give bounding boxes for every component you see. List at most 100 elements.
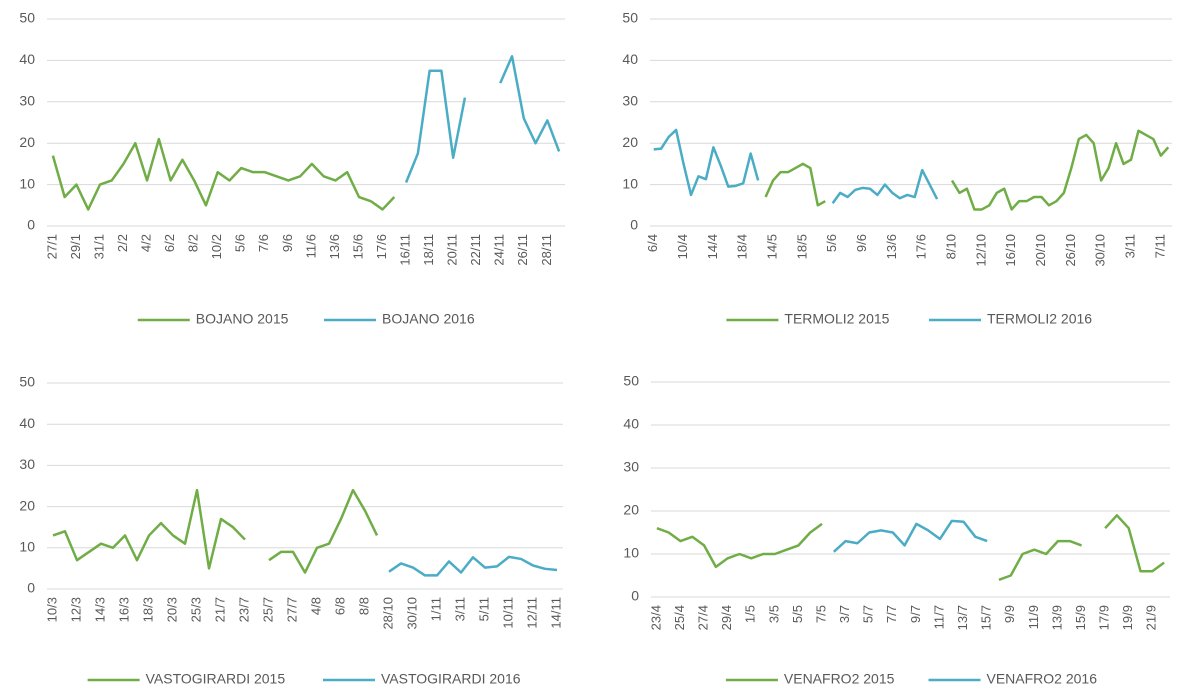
- data-line: [388, 555, 558, 577]
- x-tick-label: 4/8: [308, 597, 323, 615]
- x-tick-label: 9/6: [280, 234, 295, 252]
- data-line: [268, 488, 379, 574]
- x-tick-label: 28/10: [380, 597, 395, 630]
- x-tick-label: 5/6: [233, 234, 248, 252]
- data-line: [52, 488, 246, 570]
- y-tick-label: 30: [622, 93, 638, 109]
- x-tick-label: 11/7: [931, 605, 946, 629]
- y-tick-label: 50: [19, 10, 35, 26]
- data-line: [404, 69, 467, 184]
- y-tick-label: 0: [27, 217, 35, 233]
- x-tick-label: 7/5: [813, 605, 828, 623]
- x-tick-label: 26/11: [515, 234, 530, 266]
- x-tick-label: 14/4: [705, 234, 720, 259]
- x-tick-label: 7/11: [1152, 234, 1167, 258]
- legend-label: VENAFRO2 2015: [784, 671, 895, 687]
- x-tick-label: 10/3: [44, 597, 59, 622]
- data-line: [656, 522, 823, 569]
- x-tick-label: 27/4: [696, 605, 711, 630]
- x-tick-label: 5/11: [476, 597, 491, 621]
- x-tick-label: 4/2: [139, 234, 154, 252]
- x-tick-label: 16/10: [1003, 234, 1018, 267]
- x-tick-label: 5/5: [790, 605, 805, 623]
- legend-label: BOJANO 2015: [196, 311, 289, 327]
- y-tick-label: 30: [623, 459, 639, 475]
- x-tick-label: 5/7: [861, 605, 876, 623]
- x-tick-label: 25/3: [188, 597, 203, 622]
- y-tick-label: 40: [622, 51, 638, 67]
- y-tick-label: 20: [622, 134, 638, 150]
- x-tick-label: 5/6: [824, 234, 839, 252]
- x-tick-label: 6/4: [645, 234, 660, 252]
- legend-label: VASTOGIRARDI 2016: [381, 671, 521, 687]
- x-tick-label: 29/1: [68, 234, 83, 259]
- data-line: [51, 137, 396, 211]
- x-tick-label: 25/7: [260, 597, 275, 622]
- data-line: [499, 55, 561, 152]
- x-tick-label: 1/5: [743, 605, 758, 623]
- x-tick-label: 29/4: [719, 605, 734, 630]
- x-tick-label: 18/4: [735, 234, 750, 259]
- y-tick-label: 10: [622, 175, 638, 191]
- data-line: [950, 129, 1170, 211]
- data-line: [998, 539, 1082, 581]
- x-tick-label: 8/10: [943, 234, 958, 259]
- y-tick-label: 20: [19, 134, 35, 150]
- x-tick-label: 20/3: [164, 597, 179, 622]
- x-tick-label: 18/3: [140, 597, 155, 622]
- x-tick-label: 18/5: [794, 234, 809, 259]
- x-tick-label: 27/7: [284, 597, 299, 622]
- x-tick-label: 10/4: [675, 234, 690, 259]
- x-tick-label: 9/6: [854, 234, 869, 252]
- x-tick-label: 7/6: [256, 234, 271, 252]
- x-tick-label: 12/11: [524, 597, 539, 629]
- x-tick-label: 13/6: [884, 234, 899, 259]
- x-tick-label: 8/8: [356, 597, 371, 615]
- x-tick-label: 19/9: [1120, 605, 1135, 630]
- y-tick-label: 20: [623, 502, 639, 518]
- x-tick-label: 7/7: [884, 605, 899, 623]
- legend-label: VENAFRO2 2016: [987, 671, 1098, 687]
- data-line: [831, 168, 939, 204]
- data-line: [832, 519, 988, 553]
- x-tick-label: 6/8: [332, 597, 347, 615]
- x-tick-label: 6/2: [162, 234, 177, 252]
- x-tick-label: 1/11: [428, 597, 443, 621]
- y-tick-label: 0: [630, 217, 638, 233]
- y-tick-label: 10: [19, 175, 35, 191]
- data-line: [653, 128, 760, 197]
- legend-label: TERMOLI2 2016: [987, 311, 1092, 327]
- x-tick-label: 22/11: [468, 234, 483, 266]
- y-tick-label: 30: [19, 456, 35, 472]
- x-tick-label: 14/11: [548, 597, 563, 629]
- x-tick-label: 26/10: [1063, 234, 1078, 267]
- y-tick-label: 0: [27, 580, 35, 596]
- y-tick-label: 0: [631, 588, 639, 604]
- x-tick-label: 31/1: [91, 234, 106, 259]
- x-tick-label: 24/11: [492, 234, 507, 266]
- y-tick-label: 50: [19, 374, 35, 390]
- x-tick-label: 3/7: [837, 605, 852, 623]
- x-tick-label: 28/11: [539, 234, 554, 266]
- x-tick-label: 9/9: [1002, 605, 1017, 623]
- data-line: [764, 162, 826, 207]
- x-tick-label: 27/1: [44, 234, 59, 259]
- x-tick-label: 8/2: [186, 234, 201, 252]
- y-tick-label: 10: [623, 545, 639, 561]
- x-tick-label: 10/2: [209, 234, 224, 259]
- x-tick-label: 15/9: [1073, 605, 1088, 630]
- x-tick-label: 3/5: [766, 605, 781, 623]
- legend-label: VASTOGIRARDI 2015: [146, 671, 286, 687]
- x-tick-label: 2/2: [115, 234, 130, 252]
- x-tick-label: 11/9: [1026, 605, 1041, 629]
- x-tick-label: 30/10: [1093, 234, 1108, 267]
- x-tick-label: 16/3: [116, 597, 131, 622]
- x-tick-label: 18/11: [421, 234, 436, 266]
- data-line: [1104, 514, 1165, 573]
- y-tick-label: 50: [623, 373, 639, 389]
- y-tick-label: 40: [19, 415, 35, 431]
- x-tick-label: 14/5: [764, 234, 779, 259]
- y-tick-label: 40: [19, 51, 35, 67]
